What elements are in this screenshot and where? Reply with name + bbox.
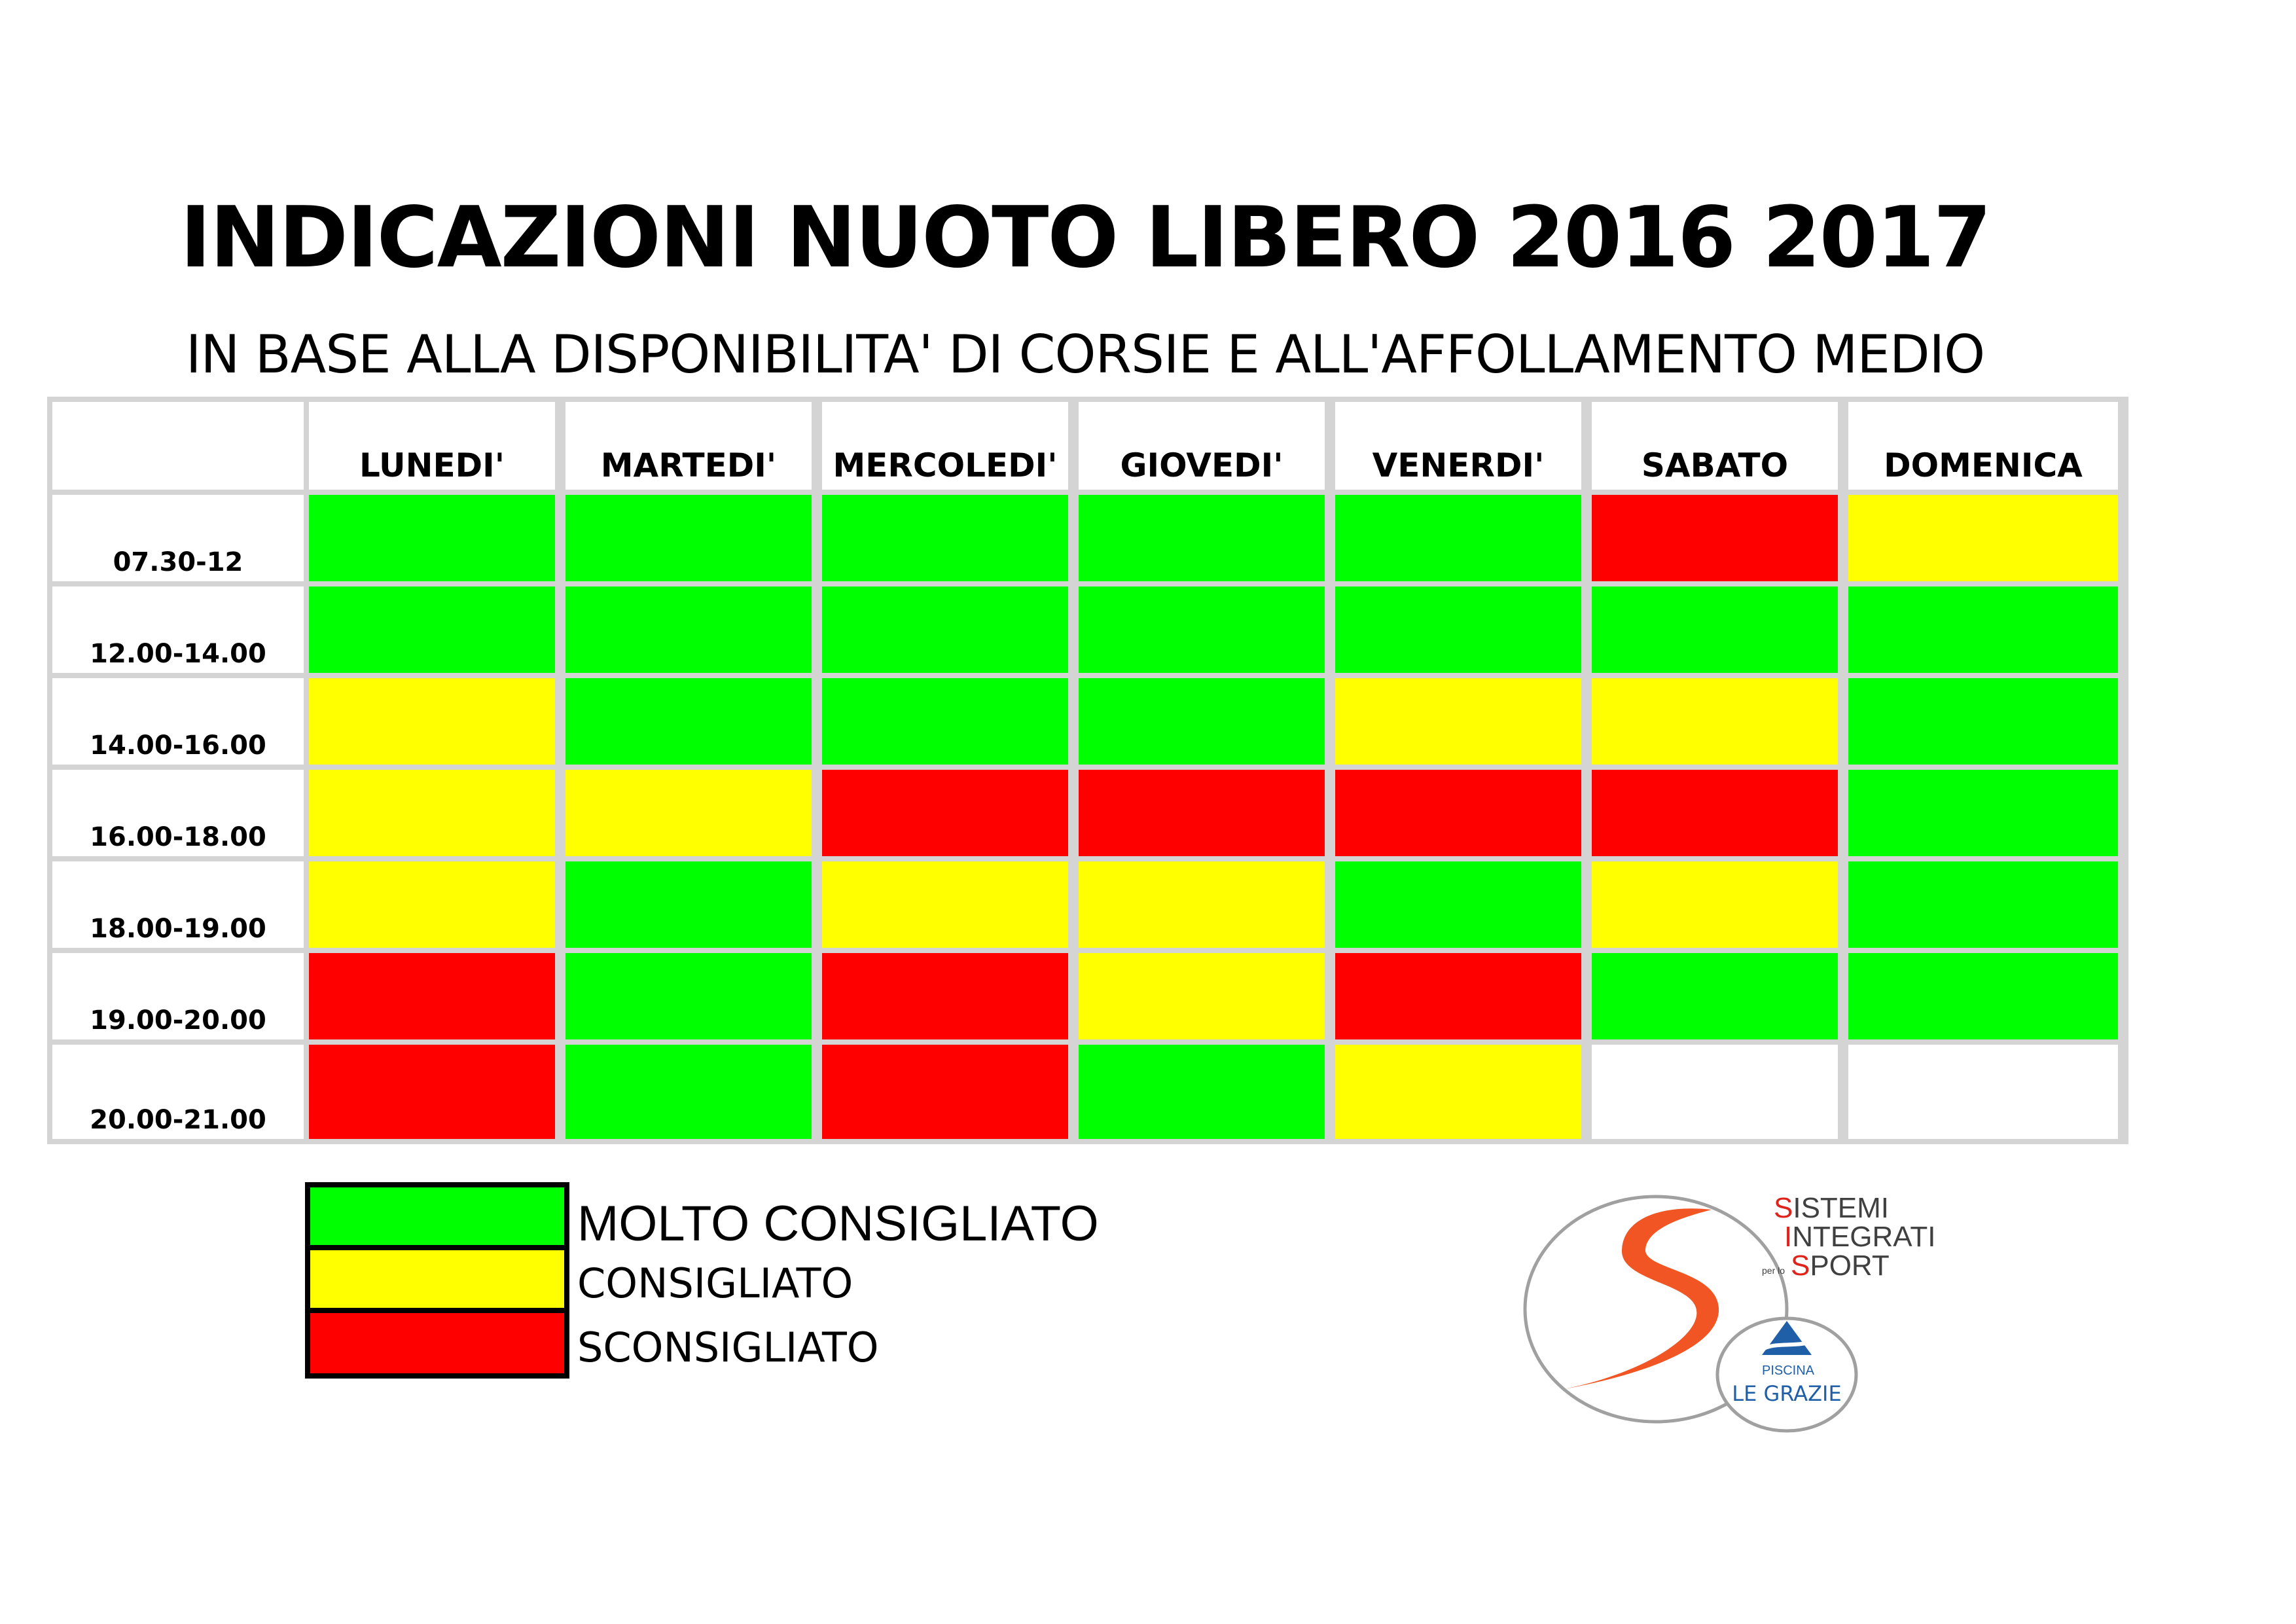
status-cell-green	[565, 953, 812, 1039]
status-cell-green	[1848, 861, 2118, 948]
status-cell-red	[822, 770, 1068, 856]
status-cell-yellow	[822, 861, 1068, 948]
status-cell-green	[1335, 861, 1581, 948]
status-cell-green	[309, 586, 555, 673]
status-cell-green	[1848, 953, 2118, 1039]
status-cell-green	[565, 1045, 812, 1139]
time-slot-label: 07.30-12	[52, 495, 304, 581]
status-cell-red	[822, 1045, 1068, 1139]
status-cell-green	[309, 495, 555, 581]
legend-label: CONSIGLIATO	[577, 1259, 853, 1307]
day-header: MARTEDI'	[565, 402, 812, 490]
status-cell-green	[1079, 586, 1325, 673]
day-header: GIOVEDI'	[1079, 402, 1325, 490]
status-cell-yellow	[1848, 495, 2118, 581]
status-cell-red	[822, 953, 1068, 1039]
time-slot-label: 14.00-16.00	[52, 678, 304, 765]
status-cell-green	[565, 678, 812, 765]
status-cell-green	[565, 861, 812, 948]
status-cell-yellow	[309, 678, 555, 765]
page-title: INDICAZIONI NUOTO LIBERO 2016 2017	[180, 189, 1992, 287]
corner-cell	[52, 402, 304, 490]
status-cell-empty	[1848, 1045, 2118, 1139]
status-cell-green	[565, 586, 812, 673]
status-cell-green	[1079, 678, 1325, 765]
status-cell-green	[1848, 586, 2118, 673]
wave-icon	[1761, 1340, 1812, 1352]
status-cell-green	[1592, 953, 1838, 1039]
day-header: VENERDI'	[1335, 402, 1581, 490]
status-cell-green	[1335, 495, 1581, 581]
status-cell-green	[1079, 495, 1325, 581]
page-subtitle: IN BASE ALLA DISPONIBILITA' DI CORSIE E …	[185, 324, 1985, 385]
pool-top-text: PISCINA	[1762, 1363, 1815, 1378]
schedule-table: LUNEDI' MARTEDI' MERCOLEDI' GIOVEDI' VENERDI…	[47, 397, 2128, 1144]
legend-swatch-green	[305, 1182, 569, 1250]
logo-s-swoosh-icon	[1564, 1208, 1719, 1389]
logo-ring	[1523, 1195, 1789, 1424]
time-slot-label: 20.00-21.00	[52, 1045, 304, 1139]
status-cell-yellow	[1592, 861, 1838, 948]
sistemi-integrati-sport-logo: PISCINA LE GRAZIE SISTEMI INTEGRATI per …	[1523, 1192, 1935, 1433]
day-header: SABATO	[1592, 402, 1838, 490]
day-header: LUNEDI'	[309, 402, 555, 490]
status-cell-red	[1335, 953, 1581, 1039]
brand-line-1: SISTEMI	[1774, 1192, 1889, 1224]
status-cell-yellow	[1079, 861, 1325, 948]
status-cell-red	[1335, 770, 1581, 856]
status-cell-green	[1848, 770, 2118, 856]
legend-swatch-yellow	[305, 1245, 569, 1313]
legend-label: SCONSIGLIATO	[577, 1324, 879, 1371]
status-cell-green	[1079, 1045, 1325, 1139]
status-cell-green	[822, 586, 1068, 673]
status-cell-yellow	[309, 861, 555, 948]
status-cell-green	[1848, 678, 2118, 765]
status-cell-red	[1079, 770, 1325, 856]
status-cell-empty	[1592, 1045, 1838, 1139]
brand-line-2: INTEGRATI	[1784, 1221, 1935, 1253]
legend-swatch-red	[305, 1308, 569, 1379]
time-slot-label: 12.00-14.00	[52, 586, 304, 673]
time-slot-label: 16.00-18.00	[52, 770, 304, 856]
legend-label: MOLTO CONSIGLIATO	[577, 1196, 1099, 1252]
time-slot-label: 19.00-20.00	[52, 953, 304, 1039]
status-cell-yellow	[1079, 953, 1325, 1039]
status-cell-green	[565, 495, 812, 581]
status-cell-yellow	[309, 770, 555, 856]
status-cell-yellow	[565, 770, 812, 856]
status-cell-yellow	[1335, 1045, 1581, 1139]
status-cell-yellow	[1335, 678, 1581, 765]
status-cell-red	[309, 953, 555, 1039]
time-slot-label: 18.00-19.00	[52, 861, 304, 948]
pool-name-text: LE GRAZIE	[1732, 1381, 1841, 1406]
status-cell-green	[1335, 586, 1581, 673]
status-cell-yellow	[1592, 678, 1838, 765]
brand-small-text: per lo	[1762, 1265, 1785, 1276]
pool-badge-ring	[1715, 1316, 1858, 1433]
status-cell-red	[1592, 495, 1838, 581]
brand-line-3: SPORT	[1791, 1250, 1890, 1282]
status-cell-red	[309, 1045, 555, 1139]
status-cell-red	[1592, 770, 1838, 856]
status-cell-green	[822, 495, 1068, 581]
status-cell-green	[822, 678, 1068, 765]
day-header: DOMENICA	[1848, 402, 2118, 490]
day-header: MERCOLEDI'	[822, 402, 1068, 490]
status-cell-green	[1592, 586, 1838, 673]
